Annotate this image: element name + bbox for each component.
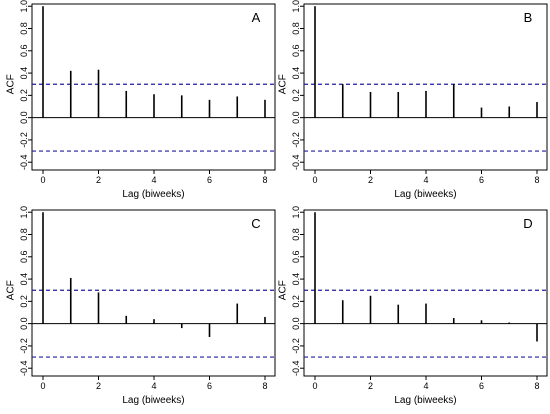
y-axis-label: ACF	[6, 74, 17, 94]
y-tick-label: 1.0	[291, 0, 301, 12]
x-axis-label: Lag (biweeks)	[394, 395, 456, 406]
y-tick-label: 0.4	[19, 67, 29, 80]
x-tick-label: 8	[262, 381, 267, 391]
x-tick-label: 8	[534, 175, 539, 185]
y-tick-label: 0.2	[291, 295, 301, 308]
y-tick-label: 0.0	[291, 111, 301, 124]
x-axis-label: Lag (biweeks)	[394, 189, 456, 200]
x-tick-label: 4	[423, 175, 428, 185]
panel-letter: D	[523, 216, 532, 231]
y-tick-label: -0.2	[19, 132, 29, 148]
x-tick-label: 0	[312, 381, 317, 391]
y-tick-label: 0.4	[291, 273, 301, 286]
y-tick-label: 1.0	[19, 206, 29, 219]
x-tick-label: 0	[312, 175, 317, 185]
y-tick-label: 0.6	[19, 251, 29, 264]
x-tick-label: 6	[207, 175, 212, 185]
x-tick-label: 4	[151, 381, 156, 391]
y-tick-label: -0.2	[19, 338, 29, 354]
y-tick-label: 0.0	[19, 317, 29, 330]
x-tick-label: 6	[479, 175, 484, 185]
y-tick-label: 0.8	[291, 228, 301, 241]
y-tick-label: -0.2	[291, 132, 301, 148]
y-tick-label: 0.8	[19, 228, 29, 241]
acf-panel-c: -0.4 -0.2 0.0 0.2 0.4 0.6 0.8 1.0 0 2 4 6 8 Lag (biwe…	[6, 206, 276, 406]
plot-frame	[303, 3, 548, 171]
x-tick-label: 6	[479, 381, 484, 391]
acf-panel-d: -0.4 -0.2 0.0 0.2 0.4 0.6 0.8 1.0 0 2 4 6 8 Lag (biwe…	[278, 206, 548, 406]
x-tick-label: 4	[423, 381, 428, 391]
x-tick-label: 6	[207, 381, 212, 391]
acf-panel-b: -0.4 -0.2 0.0 0.2 0.4 0.6 0.8 1.0 0 2 4 6 8 Lag (biwe…	[278, 0, 548, 200]
y-tick-label: 0.0	[19, 111, 29, 124]
x-tick-label: 2	[368, 381, 373, 391]
y-tick-label: 1.0	[19, 0, 29, 12]
panel-letter: C	[251, 216, 260, 231]
plot-frame	[31, 3, 276, 171]
panel-letter: A	[252, 10, 261, 25]
y-tick-label: 0.6	[19, 45, 29, 58]
x-axis-label: Lag (biweeks)	[122, 189, 184, 200]
panel-letter: B	[524, 10, 533, 25]
y-tick-label: 0.8	[291, 22, 301, 35]
x-axis-label: Lag (biweeks)	[122, 395, 184, 406]
acf-panel-a: -0.4 -0.2 0.0 0.2 0.4 0.6 0.8 1.0 0 2 4 6 8 Lag (biwe…	[6, 0, 276, 200]
y-tick-label: 0.2	[19, 295, 29, 308]
y-tick-label: -0.2	[291, 338, 301, 354]
x-tick-label: 8	[534, 381, 539, 391]
y-tick-label: 0.4	[291, 67, 301, 80]
x-tick-label: 2	[368, 175, 373, 185]
plot-frame	[303, 209, 548, 377]
y-axis-label: ACF	[278, 280, 289, 300]
x-tick-label: 0	[40, 175, 45, 185]
y-tick-label: -0.4	[291, 360, 301, 376]
y-tick-label: -0.4	[291, 154, 301, 170]
x-tick-label: 2	[96, 381, 101, 391]
y-tick-label: 0.2	[19, 89, 29, 102]
y-tick-label: -0.4	[19, 154, 29, 170]
y-tick-label: 0.2	[291, 89, 301, 102]
y-tick-label: 0.6	[291, 45, 301, 58]
y-axis-label: ACF	[278, 74, 289, 94]
y-tick-label: 0.8	[19, 22, 29, 35]
y-axis-label: ACF	[6, 280, 17, 300]
x-tick-label: 4	[151, 175, 156, 185]
y-tick-label: 0.6	[291, 251, 301, 264]
plot-frame	[31, 209, 276, 377]
x-tick-label: 2	[96, 175, 101, 185]
y-tick-label: -0.4	[19, 360, 29, 376]
y-tick-label: 1.0	[291, 206, 301, 219]
x-tick-label: 8	[262, 175, 267, 185]
x-tick-label: 0	[40, 381, 45, 391]
y-tick-label: 0.4	[19, 273, 29, 286]
y-tick-label: 0.0	[291, 317, 301, 330]
